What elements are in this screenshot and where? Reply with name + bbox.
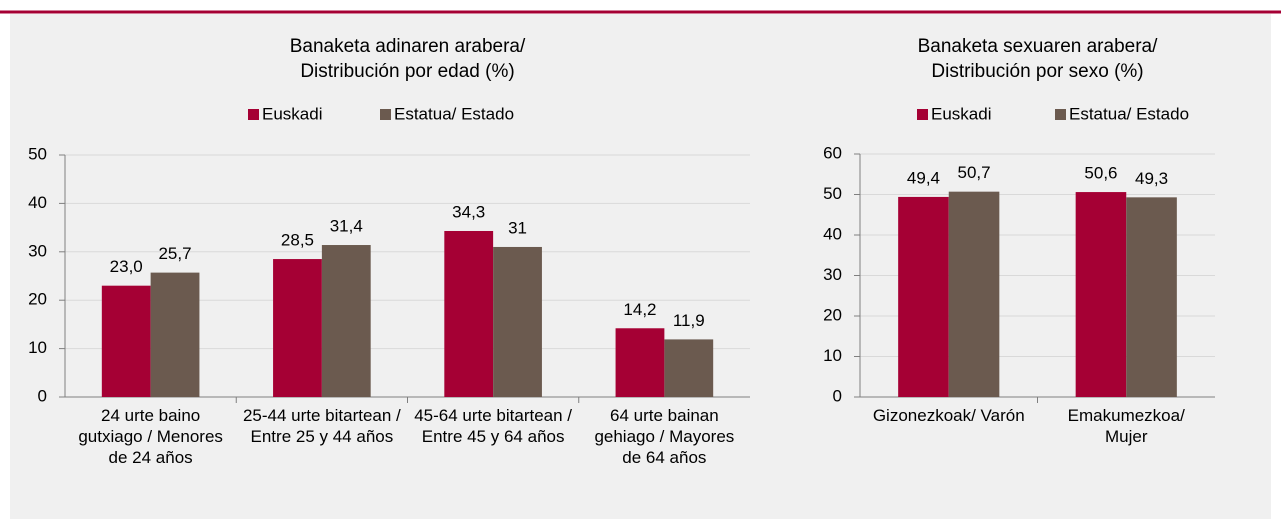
y-tick-label: 10	[823, 346, 842, 365]
legend-swatch	[1055, 109, 1066, 120]
x-tick-label: 64 urte bainan gehiago / Mayores de 64 a…	[594, 406, 735, 467]
data-label: 14,2	[623, 300, 656, 319]
legend-label: Estatua/ Estado	[394, 104, 514, 123]
bar	[273, 259, 322, 397]
data-label: 23,0	[110, 257, 143, 276]
bar	[1075, 192, 1127, 397]
bar	[101, 285, 151, 397]
y-tick-label: 20	[823, 305, 842, 324]
x-tick-label: 24 urte baino gutxiago / Menores de 24 a…	[78, 406, 223, 467]
legend-label: Euskadi	[262, 104, 322, 123]
bar	[150, 272, 200, 397]
y-tick-label: 30	[823, 265, 842, 284]
legend-swatch	[917, 109, 928, 120]
y-tick-label: 0	[833, 386, 842, 405]
chart-title: Banaketa adinaren arabera/	[290, 36, 526, 57]
x-tick-label: Emakumezkoa/ Mujer	[1067, 406, 1185, 446]
legend-label: Euskadi	[931, 104, 991, 123]
bar	[948, 191, 1000, 397]
bar	[664, 339, 714, 397]
legend-label: Estatua/ Estado	[1069, 104, 1189, 123]
y-tick-label: 40	[28, 193, 47, 212]
data-label: 49,4	[907, 168, 940, 187]
data-label: 28,5	[281, 231, 314, 250]
bar	[1126, 197, 1177, 397]
y-tick-label: 40	[823, 224, 842, 243]
bar	[615, 328, 665, 397]
y-tick-label: 0	[38, 386, 47, 405]
chart-subtitle: Distribución por edad (%)	[300, 61, 514, 82]
y-tick-label: 10	[28, 338, 47, 357]
legend-swatch	[248, 109, 259, 120]
y-tick-label: 60	[823, 143, 842, 162]
x-tick-label: 25-44 urte bitartean / Entre 25 y 44 año…	[242, 406, 401, 446]
bar	[321, 245, 371, 397]
bar	[493, 246, 542, 397]
data-label: 34,3	[452, 202, 485, 221]
bar	[898, 196, 949, 397]
x-tick-label: Gizonezkoak/ Varón	[872, 406, 1025, 425]
data-label: 50,7	[957, 163, 990, 182]
legend-swatch	[380, 109, 391, 120]
y-tick-label: 30	[28, 241, 47, 260]
chart-title: Banaketa sexuaren arabera/	[918, 36, 1158, 57]
chart-subtitle: Distribución por sexo (%)	[931, 61, 1143, 82]
data-label: 31,4	[330, 217, 363, 236]
y-tick-label: 50	[28, 144, 47, 163]
panel	[10, 14, 1271, 519]
y-tick-label: 50	[823, 184, 842, 203]
data-label: 11,9	[673, 311, 705, 330]
data-label: 50,6	[1084, 164, 1117, 183]
x-tick-label: 45-64 urte bitartean / Entre 45 y 64 año…	[414, 406, 573, 446]
data-label: 49,3	[1135, 169, 1168, 188]
bar	[444, 230, 494, 397]
data-label: 25,7	[158, 244, 191, 263]
data-label: 31	[508, 218, 527, 237]
y-tick-label: 20	[28, 290, 47, 309]
